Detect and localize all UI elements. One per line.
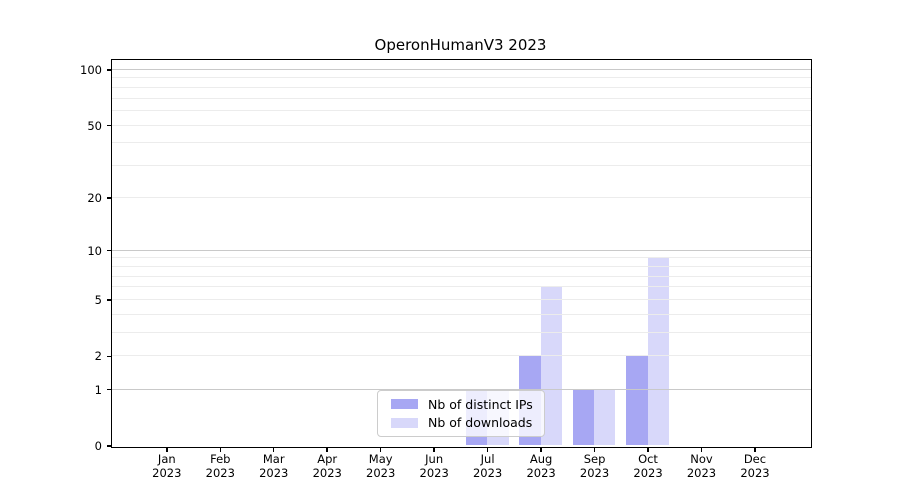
x-axis-tick-label: Nov 2023	[686, 452, 717, 480]
x-axis-tick-label: Aug 2023	[526, 452, 556, 480]
x-axis-tick-label: Feb 2023	[205, 452, 235, 480]
x-axis-tick	[433, 447, 435, 452]
y-axis-tick-label: 0	[94, 439, 102, 453]
x-axis-tick-label: Oct 2023	[633, 452, 663, 480]
y-axis-tick	[106, 197, 111, 199]
y-axis-tick	[106, 388, 111, 391]
bar-downloads	[540, 286, 562, 446]
y-axis-tick	[106, 355, 111, 358]
x-axis-tick	[166, 447, 168, 452]
bars-layer	[112, 60, 811, 447]
x-axis-tick	[326, 447, 328, 452]
x-axis-tick-label: Mar 2023	[259, 452, 289, 480]
x-axis-tick	[593, 447, 596, 452]
legend-item-distinct-ips: Nb of distinct IPs	[386, 397, 536, 412]
x-axis-tick	[379, 447, 382, 452]
y-axis-tick	[106, 299, 111, 301]
x-axis-tick-label: Apr 2023	[312, 452, 342, 480]
x-axis-tick-label: Sep 2023	[579, 452, 610, 480]
bar-distinct-ips	[626, 355, 648, 446]
x-axis-tick	[754, 447, 756, 452]
legend-item-downloads: Nb of downloads	[386, 415, 536, 430]
x-axis-tick	[700, 447, 703, 452]
legend: Nb of distinct IPs Nb of downloads	[377, 390, 545, 437]
legend-swatch-downloads	[391, 417, 418, 428]
x-axis-tick	[219, 447, 222, 452]
x-axis-tick-label: May 2023	[366, 452, 396, 480]
x-axis-tick	[486, 447, 489, 452]
y-axis-tick-label: 50	[87, 118, 102, 133]
x-axis-tick-label: Dec 2023	[740, 452, 770, 480]
y-axis-tick	[106, 69, 111, 71]
x-axis-tick-label: Jun 2023	[419, 452, 449, 480]
chart-title: OperonHumanV3 2023	[374, 36, 547, 54]
y-axis-tick-label: 10	[87, 243, 102, 258]
x-axis-tick-label: Jul 2023	[472, 452, 503, 480]
y-axis-tick-label: 2	[94, 349, 102, 364]
y-axis-tick	[106, 124, 111, 127]
y-axis-tick-label: 1	[94, 382, 102, 397]
y-axis-tick-label: 20	[87, 190, 102, 205]
y-axis-tick	[106, 445, 111, 447]
x-axis-tick	[540, 447, 542, 452]
x-axis-tick	[272, 447, 275, 452]
bar-downloads	[594, 389, 616, 446]
y-axis-tick-label: 5	[94, 293, 102, 308]
x-axis-tick	[647, 447, 649, 452]
bar-downloads	[647, 257, 669, 446]
y-axis-tick	[106, 249, 111, 252]
legend-swatch-distinct-ips	[391, 399, 418, 410]
legend-label-distinct-ips: Nb of distinct IPs	[428, 396, 533, 412]
y-axis-tick-label: 100	[80, 63, 102, 77]
x-axis-tick-label: Jan 2023	[152, 452, 182, 480]
legend-label-downloads: Nb of downloads	[428, 415, 533, 431]
bar-distinct-ips	[572, 389, 595, 446]
